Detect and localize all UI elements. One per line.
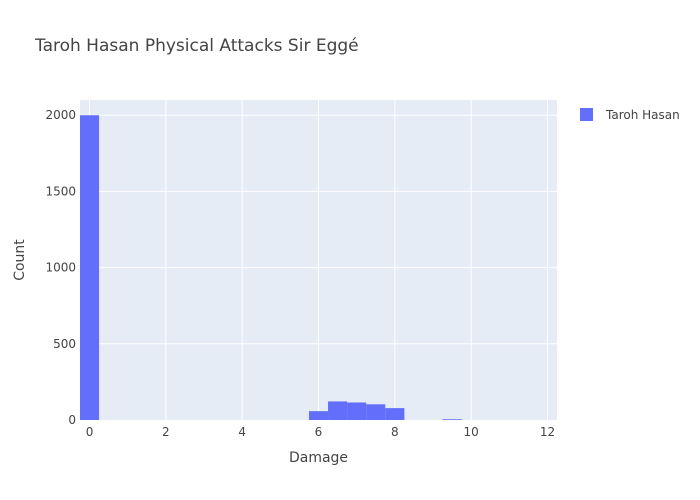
histogram-bar[interactable] [328, 401, 348, 420]
y-tick-labels: 0 500 1000 1500 2000 [45, 108, 76, 427]
histogram-bar[interactable] [80, 115, 100, 420]
x-tick-labels: 0 2 4 6 8 10 12 [86, 425, 555, 439]
gridlines [80, 100, 557, 420]
x-tick-label: 4 [238, 425, 246, 439]
y-tick-label: 0 [68, 413, 76, 427]
histogram-bar[interactable] [308, 411, 329, 420]
x-tick-label: 12 [540, 425, 555, 439]
legend-label[interactable]: Taroh Hasan [605, 108, 680, 122]
histogram-bar[interactable] [347, 402, 367, 420]
bars [80, 115, 462, 420]
x-tick-label: 10 [463, 425, 478, 439]
histogram-bar[interactable] [442, 419, 462, 420]
x-tick-label: 2 [162, 425, 170, 439]
x-tick-label: 0 [86, 425, 94, 439]
x-axis-title: Damage [289, 450, 348, 466]
x-tick-label: 6 [315, 425, 323, 439]
y-tick-label: 500 [53, 337, 76, 351]
y-tick-label: 2000 [45, 108, 76, 122]
y-axis-title: Count [12, 239, 28, 281]
legend[interactable]: Taroh Hasan [580, 108, 680, 122]
histogram-bar[interactable] [385, 408, 405, 420]
y-tick-label: 1000 [45, 261, 76, 275]
x-tick-label: 8 [391, 425, 399, 439]
y-tick-label: 1500 [45, 184, 76, 198]
chart-title: Taroh Hasan Physical Attacks Sir Eggé [34, 36, 359, 56]
histogram-bar[interactable] [366, 404, 386, 420]
legend-swatch[interactable] [580, 108, 593, 121]
